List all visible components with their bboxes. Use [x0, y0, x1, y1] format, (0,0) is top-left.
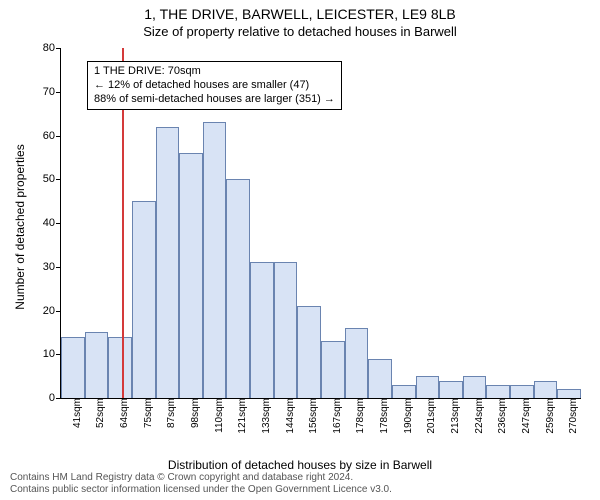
x-tick-label: 247sqm: [521, 398, 532, 434]
x-axis-label: Distribution of detached houses by size …: [0, 458, 600, 472]
chart-plot-area: 0102030405060708041sqm52sqm64sqm75sqm87s…: [60, 48, 581, 399]
annotation-box: 1 THE DRIVE: 70sqm← 12% of detached hous…: [87, 61, 342, 110]
annotation-line: ← 12% of detached houses are smaller (47…: [94, 79, 335, 93]
y-tick-label: 70: [43, 86, 55, 98]
y-tick-label: 0: [49, 392, 55, 404]
y-tick-mark: [56, 92, 61, 93]
x-tick-label: 133sqm: [261, 398, 272, 434]
annotation-line: 88% of semi-detached houses are larger (…: [94, 93, 335, 107]
x-tick-label: 236sqm: [497, 398, 508, 434]
histogram-bar: [61, 337, 85, 398]
histogram-bar: [274, 262, 298, 398]
x-tick-label: 87sqm: [166, 398, 177, 428]
y-tick-label: 20: [43, 305, 55, 317]
histogram-bar: [416, 376, 440, 398]
x-tick-label: 52sqm: [95, 398, 106, 428]
x-tick-label: 41sqm: [72, 398, 83, 428]
x-tick-label: 156sqm: [308, 398, 319, 434]
x-tick-label: 75sqm: [143, 398, 154, 428]
y-tick-mark: [56, 48, 61, 49]
histogram-bar: [368, 359, 392, 398]
y-tick-label: 10: [43, 348, 55, 360]
histogram-bar: [439, 381, 463, 399]
y-tick-label: 80: [43, 42, 55, 54]
x-tick-label: 121sqm: [237, 398, 248, 434]
histogram-bar: [557, 389, 581, 398]
x-tick-label: 259sqm: [545, 398, 556, 434]
histogram-bar: [392, 385, 416, 398]
y-tick-mark: [56, 223, 61, 224]
x-tick-label: 167sqm: [332, 398, 343, 434]
y-tick-label: 50: [43, 173, 55, 185]
histogram-bar: [250, 262, 274, 398]
x-tick-label: 213sqm: [450, 398, 461, 434]
x-tick-label: 144sqm: [285, 398, 296, 434]
histogram-bar: [463, 376, 487, 398]
x-tick-label: 64sqm: [119, 398, 130, 428]
chart-title-desc: Size of property relative to detached ho…: [0, 24, 600, 39]
x-tick-label: 201sqm: [426, 398, 437, 434]
y-axis-label: Number of detached properties: [13, 127, 27, 327]
chart-title-address: 1, THE DRIVE, BARWELL, LEICESTER, LE9 8L…: [0, 6, 600, 22]
x-tick-label: 98sqm: [190, 398, 201, 428]
histogram-bar: [203, 122, 227, 398]
histogram-bar: [297, 306, 321, 398]
histogram-bar: [345, 328, 369, 398]
x-tick-label: 190sqm: [403, 398, 414, 434]
y-tick-label: 30: [43, 261, 55, 273]
histogram-bar: [85, 332, 109, 398]
histogram-bar: [132, 201, 156, 398]
y-tick-mark: [56, 267, 61, 268]
x-tick-label: 178sqm: [355, 398, 366, 434]
y-tick-mark: [56, 136, 61, 137]
footer-line2: Contains public sector information licen…: [10, 484, 590, 496]
x-tick-label: 178sqm: [379, 398, 390, 434]
footer-attribution: Contains HM Land Registry data © Crown c…: [10, 472, 590, 496]
footer-line1: Contains HM Land Registry data © Crown c…: [10, 472, 590, 484]
histogram-bar: [510, 385, 534, 398]
histogram-bar: [226, 179, 250, 398]
histogram-bar: [534, 381, 558, 399]
x-tick-label: 270sqm: [568, 398, 579, 434]
histogram-bar: [486, 385, 510, 398]
y-tick-mark: [56, 398, 61, 399]
histogram-bar: [321, 341, 345, 398]
x-tick-label: 110sqm: [214, 398, 225, 433]
histogram-bar: [108, 337, 132, 398]
annotation-line: 1 THE DRIVE: 70sqm: [94, 65, 335, 79]
y-tick-label: 60: [43, 130, 55, 142]
y-tick-mark: [56, 179, 61, 180]
y-tick-label: 40: [43, 217, 55, 229]
y-tick-mark: [56, 311, 61, 312]
histogram-bar: [156, 127, 180, 398]
x-tick-label: 224sqm: [474, 398, 485, 434]
histogram-bar: [179, 153, 203, 398]
